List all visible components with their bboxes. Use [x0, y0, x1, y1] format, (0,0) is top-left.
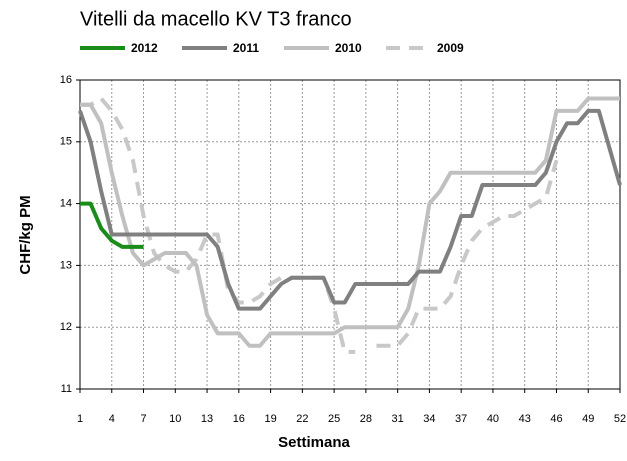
x-tick-label: 10 [169, 413, 181, 425]
y-tick-label: 12 [60, 321, 72, 333]
legend-label: 2012 [131, 41, 158, 55]
y-tick-label: 15 [60, 136, 72, 148]
legend-label: 2009 [437, 41, 464, 55]
plot-border [79, 79, 621, 390]
x-tick-label: 22 [296, 413, 308, 425]
y-tick-label: 13 [60, 259, 72, 271]
series-line [78, 108, 622, 311]
x-tick-label: 37 [455, 413, 467, 425]
series-line [80, 96, 620, 348]
x-tick-label: 40 [487, 413, 499, 425]
x-tick-label: 31 [392, 413, 404, 425]
x-tick-label: 7 [140, 413, 146, 425]
x-tick-label: 1 [77, 413, 83, 425]
series-line [80, 96, 356, 354]
x-tick-label: 13 [201, 413, 213, 425]
y-axis-label: CHF/kg PM [17, 195, 34, 274]
x-tick-label: 52 [614, 413, 626, 425]
series-line [376, 159, 559, 348]
x-tick-label: 49 [582, 413, 594, 425]
y-tick-label: 14 [60, 198, 72, 210]
x-tick-label: 16 [233, 413, 245, 425]
y-tick-label: 16 [60, 74, 72, 86]
x-tick-label: 28 [360, 413, 372, 425]
x-tick-label: 4 [109, 413, 115, 425]
x-tick-label: 46 [550, 413, 562, 425]
x-tick-label: 19 [264, 413, 276, 425]
chart-title: Vitelli da macello KV T3 franco [80, 8, 352, 30]
x-tick-label: 43 [519, 413, 531, 425]
series-line [80, 201, 144, 249]
y-tick-label: 11 [61, 383, 72, 395]
x-tick-label: 25 [328, 413, 340, 425]
x-tick-label: 34 [423, 413, 435, 425]
legend-label: 2010 [335, 41, 362, 55]
legend-label: 2011 [233, 41, 259, 55]
x-axis-label: Settimana [278, 434, 350, 451]
